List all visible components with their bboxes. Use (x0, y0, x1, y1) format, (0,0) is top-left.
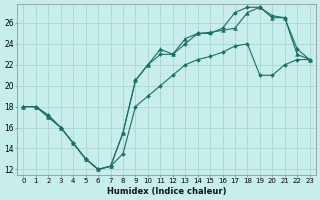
X-axis label: Humidex (Indice chaleur): Humidex (Indice chaleur) (107, 187, 226, 196)
